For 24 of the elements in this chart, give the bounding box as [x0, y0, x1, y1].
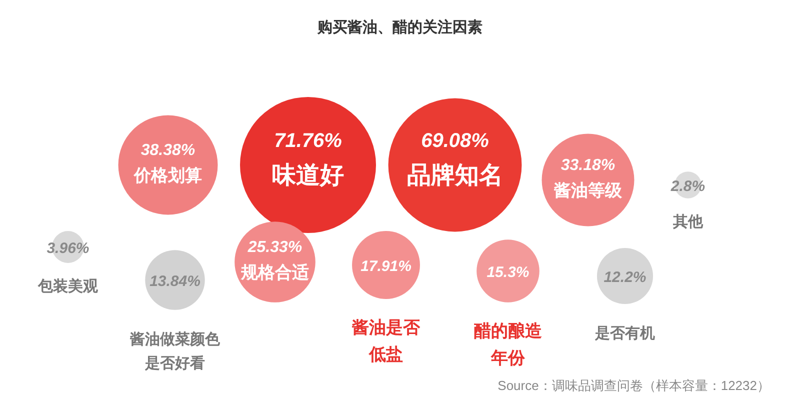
data-label: 2.8% — [670, 178, 706, 195]
data-label: 25.33% — [246, 239, 302, 256]
category-label: 醋的酿造年份 — [474, 321, 542, 368]
category-label: 品牌知名 — [407, 162, 503, 189]
category-label: 味道好 — [272, 162, 344, 189]
data-label: 17.91% — [360, 258, 412, 275]
data-label: 33.18% — [560, 157, 616, 174]
category-label: 规格合适 — [240, 263, 310, 282]
text: 购买酱油、醋的关注因素 — [316, 18, 482, 36]
category-label: 是否有机 — [594, 325, 655, 342]
source-note: Source：调味品调查问卷（样本容量：12232） — [498, 378, 770, 393]
category-label: 其他 — [672, 213, 704, 230]
category-label: 酱油等级 — [553, 181, 623, 200]
data-label: 3.96% — [46, 240, 90, 257]
data-label: 12.2% — [604, 269, 646, 286]
category-label: 包装美观 — [37, 276, 99, 295]
data-label: 15.3% — [486, 264, 530, 281]
data-label: 13.84% — [150, 273, 200, 290]
data-label: 38.38% — [140, 142, 196, 159]
data-label: 69.08% — [421, 130, 490, 152]
category-label: 酱油做菜颜色是否好看 — [129, 330, 221, 372]
data-label: 71.76% — [274, 130, 342, 152]
category-label: 酱油是否低盐 — [351, 318, 421, 364]
category-label: 价格划算 — [133, 166, 202, 185]
